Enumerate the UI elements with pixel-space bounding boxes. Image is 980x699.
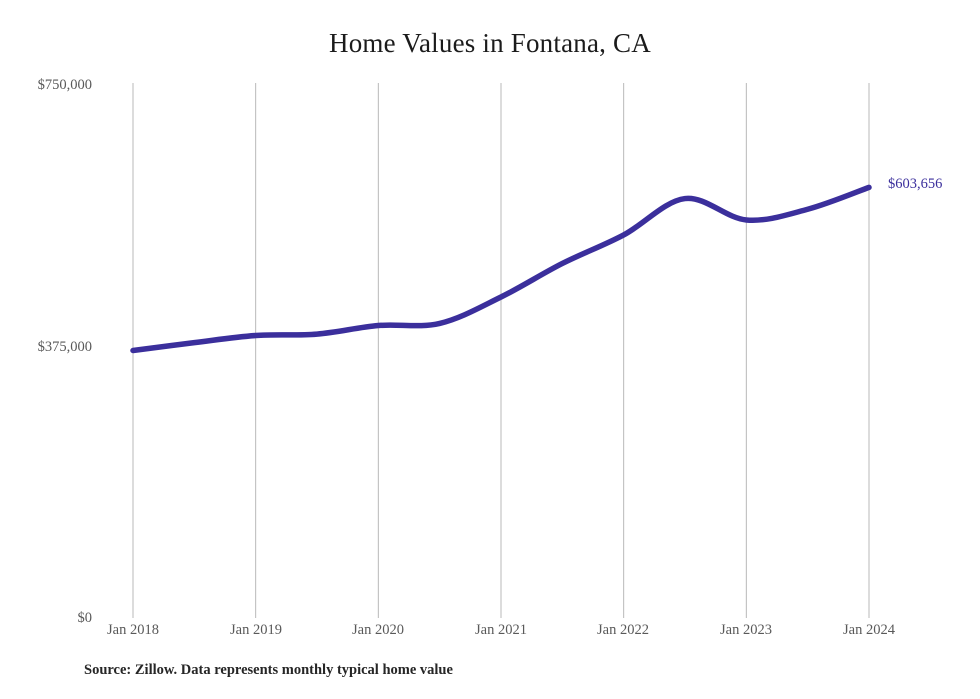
x-axis-tick-label-jan-2024: Jan 2024 [843, 622, 895, 638]
x-axis-tick-label-jan-2023: Jan 2023 [720, 622, 772, 638]
y-axis-tick-label-0: $0 [77, 610, 93, 626]
x-axis-tick-label-jan-2021: Jan 2021 [475, 622, 527, 638]
x-axis-tick-label-jan-2020: Jan 2020 [352, 622, 404, 638]
x-axis-tick-label-jan-2022: Jan 2022 [597, 622, 649, 638]
end-value-annotation: $603,656 [888, 176, 943, 193]
x-axis-tick-label-jan-2019: Jan 2019 [230, 622, 282, 638]
y-axis-tick-label-375000: $375,000 [37, 339, 92, 355]
chart-title: Home Values in Fontana, CA [329, 28, 651, 58]
series-line-typical-home-value [130, 184, 872, 354]
source-note: Source: Zillow. Data represents monthly … [84, 662, 453, 678]
gridlines [132, 83, 870, 618]
x-axis-tick-label-jan-2018: Jan 2018 [107, 622, 159, 638]
y-axis-tick-label-750000: $750,000 [37, 77, 92, 93]
